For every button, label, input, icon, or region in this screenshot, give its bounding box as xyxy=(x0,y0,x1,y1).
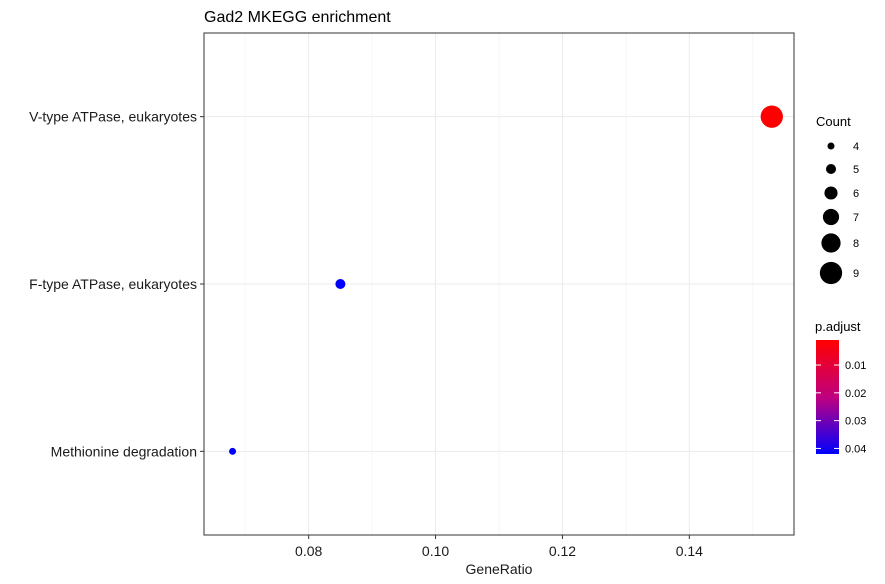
x-tick-label: 0.14 xyxy=(676,543,703,559)
count-legend-label: 9 xyxy=(853,268,859,280)
count-legend-key xyxy=(825,163,837,175)
data-point xyxy=(760,105,783,128)
grid xyxy=(204,33,794,535)
p-adjust-colorbar xyxy=(816,340,839,454)
colorbar-label: 0.04 xyxy=(845,443,866,455)
data-point xyxy=(229,447,237,455)
chart-title: Gad2 MKEGG enrichment xyxy=(204,9,391,26)
x-tick-label: 0.08 xyxy=(295,543,322,559)
p-adjust-legend: p.adjust 0.01 0.02 0.03 0.04 xyxy=(815,319,866,455)
category-label: F-type ATPase, eukaryotes xyxy=(29,276,197,292)
count-legend-label: 4 xyxy=(853,141,859,153)
x-tick-label: 0.10 xyxy=(422,543,449,559)
category-label: Methionine degradation xyxy=(51,443,197,459)
y-axis: V-type ATPase, eukaryotes F-type ATPase, … xyxy=(29,109,204,459)
count-legend-key xyxy=(827,142,835,150)
x-axis-title: GeneRatio xyxy=(466,561,533,577)
count-legend-label: 7 xyxy=(853,212,859,224)
data-point xyxy=(335,278,346,290)
count-legend-label: 6 xyxy=(853,188,859,200)
p-adjust-legend-title: p.adjust xyxy=(815,319,861,334)
count-legend-label: 5 xyxy=(853,164,859,176)
x-tick-label: 0.12 xyxy=(549,543,576,559)
count-legend-key xyxy=(824,186,838,200)
category-label: V-type ATPase, eukaryotes xyxy=(29,109,197,125)
count-legend-label: 8 xyxy=(853,238,859,250)
count-legend: Count 4 5 6 7 8 9 xyxy=(816,114,859,285)
x-axis: 0.08 0.10 0.12 0.14 xyxy=(295,535,703,559)
data-points xyxy=(229,105,783,455)
colorbar-label: 0.03 xyxy=(845,416,866,428)
count-legend-key xyxy=(821,233,841,253)
count-legend-title: Count xyxy=(816,114,851,129)
colorbar-label: 0.02 xyxy=(845,388,866,400)
count-legend-key xyxy=(819,261,843,285)
colorbar-label: 0.01 xyxy=(845,360,866,372)
count-legend-key xyxy=(822,208,840,226)
